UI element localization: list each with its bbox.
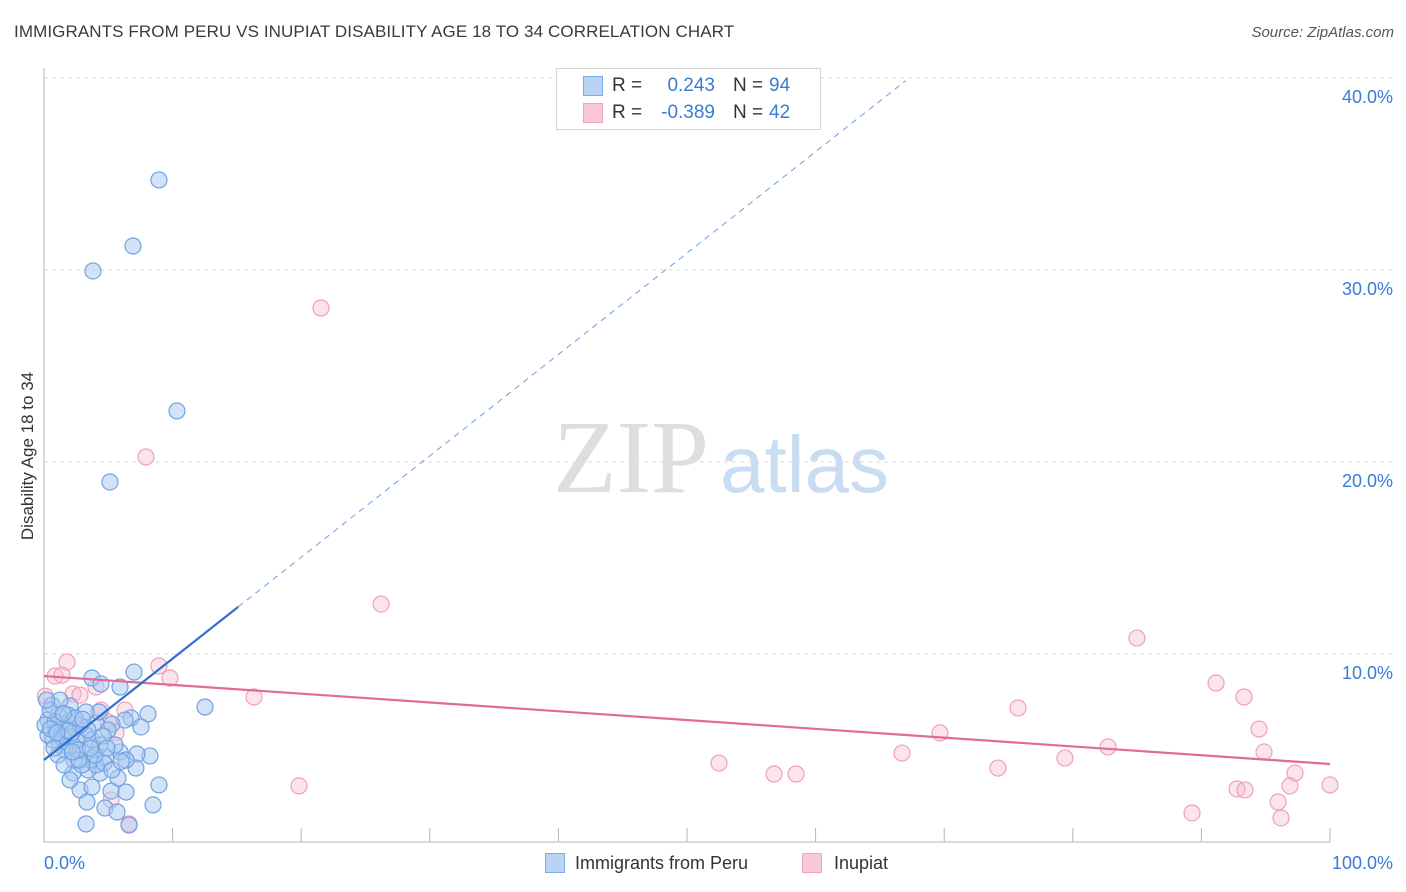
- peru-point: [73, 710, 92, 728]
- inupiat-trend-line: [43, 674, 1331, 766]
- peru-point: [132, 718, 150, 736]
- peru-point: [78, 793, 96, 811]
- peru-point: [83, 778, 101, 796]
- inupiat-point: [290, 777, 308, 795]
- chart-title: IMMIGRANTS FROM PERU VS INUPIAT DISABILI…: [14, 22, 735, 41]
- y-tick-label: 10.0%: [1342, 663, 1393, 683]
- inupiat-point: [1009, 699, 1027, 717]
- y-tick-label: 30.0%: [1342, 279, 1393, 299]
- n-label: N =: [733, 75, 764, 96]
- peru-trend-line: [43, 606, 239, 761]
- peru-point: [144, 796, 162, 814]
- peru-point: [108, 803, 126, 821]
- peru-point: [55, 756, 73, 774]
- peru-trend-line-extrapolated: [237, 80, 906, 608]
- gridlines: [44, 77, 1394, 655]
- inupiat-n-value: 42: [769, 102, 791, 123]
- n-label: N =: [733, 102, 764, 123]
- peru-n-value: 94: [769, 75, 791, 96]
- peru-point: [81, 739, 99, 757]
- inupiat-point: [1207, 674, 1225, 692]
- watermark: ZIP atlas: [553, 400, 889, 515]
- r-label: R =: [612, 75, 643, 96]
- trend-lines: [43, 80, 1331, 766]
- inupiat-legend-label: Inupiat: [834, 853, 889, 873]
- peru-point: [63, 743, 81, 761]
- peru-point: [124, 237, 142, 255]
- peru-point: [196, 698, 214, 716]
- legend-row-immigrants-from-peru: R = 0.243 N = 94: [557, 76, 820, 96]
- y-tick-label: 20.0%: [1342, 471, 1393, 491]
- y-tick-label: 40.0%: [1342, 87, 1393, 107]
- peru-point: [101, 473, 119, 491]
- inupiat-point: [1250, 720, 1268, 738]
- peru-point: [84, 262, 102, 280]
- inupiat-point: [150, 657, 168, 675]
- inupiat-swatch: [583, 103, 603, 123]
- peru-point: [150, 171, 168, 189]
- inupiat-point: [1255, 743, 1273, 761]
- inupiat-point: [1235, 688, 1253, 706]
- peru-swatch: [583, 76, 603, 96]
- inupiat-point: [1056, 749, 1074, 767]
- inupiat-point: [1321, 776, 1339, 794]
- inupiat-point: [161, 669, 179, 687]
- peru-point: [61, 771, 79, 789]
- inupiat-point: [312, 299, 330, 317]
- inupiat-point: [787, 765, 805, 783]
- inupiat-legend-swatch: [802, 853, 822, 873]
- inupiat-point: [710, 754, 728, 772]
- peru-point: [120, 816, 138, 834]
- watermark-zip: ZIP: [553, 400, 709, 515]
- inupiat-point: [1236, 781, 1254, 799]
- peru-point: [92, 675, 110, 693]
- inupiat-point: [1286, 764, 1304, 782]
- inupiat-point: [1128, 629, 1146, 647]
- y-tick-labels: 40.0% 30.0% 20.0% 10.0%: [1342, 87, 1393, 683]
- peru-point: [125, 663, 143, 681]
- x-tick-label: 100.0%: [1332, 853, 1393, 873]
- correlation-legend: R = 0.243 N = 94 R = -0.389 N = 42: [556, 68, 821, 130]
- data-points: [36, 171, 1339, 834]
- inupiat-point: [765, 765, 783, 783]
- peru-point: [139, 705, 157, 723]
- legend-row-inupiat: R = -0.389 N = 42: [557, 103, 820, 123]
- peru-legend-label: Immigrants from Peru: [575, 853, 749, 873]
- peru-point: [98, 739, 116, 757]
- inupiat-point: [372, 595, 390, 613]
- inupiat-r-value: -0.389: [661, 102, 715, 123]
- inupiat-point: [58, 653, 76, 671]
- inupiat-point: [1183, 804, 1201, 822]
- peru-point: [111, 678, 129, 696]
- inupiat-point: [53, 666, 71, 684]
- inupiat-point: [1272, 809, 1290, 827]
- peru-point: [48, 724, 66, 742]
- peru-r-value: 0.243: [667, 75, 715, 96]
- inupiat-point: [893, 744, 911, 762]
- inupiat-point: [1269, 793, 1287, 811]
- peru-point: [77, 815, 95, 833]
- inupiat-point: [71, 686, 89, 704]
- peru-point: [168, 402, 186, 420]
- inupiat-point: [1099, 738, 1117, 756]
- inupiat-point: [245, 688, 263, 706]
- peru-point: [37, 691, 56, 709]
- peru-point: [54, 704, 72, 723]
- x-tick-label: 0.0%: [44, 853, 85, 873]
- inupiat-point: [1281, 777, 1299, 795]
- peru-point: [112, 752, 130, 771]
- y-axis-label: Disability Age 18 to 34: [18, 371, 37, 541]
- inupiat-point: [989, 759, 1007, 777]
- source-credit: Source: ZipAtlas.com: [1251, 24, 1394, 41]
- peru-legend-swatch: [545, 853, 565, 873]
- watermark-atlas: atlas: [720, 420, 889, 509]
- x-tick-labels: 0.0% 100.0%: [44, 853, 1393, 873]
- peru-point: [102, 782, 120, 800]
- peru-point: [150, 776, 168, 794]
- inupiat-point: [137, 448, 155, 466]
- r-label: R =: [612, 102, 643, 123]
- peru-point: [117, 783, 135, 801]
